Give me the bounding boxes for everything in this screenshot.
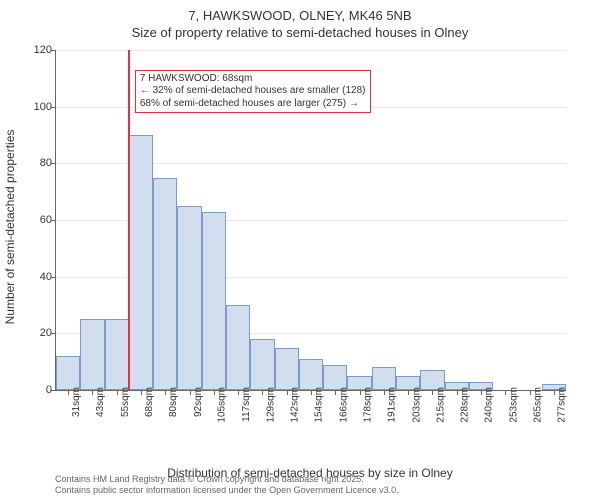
x-tick-label: 55sqm: [120, 387, 131, 417]
histogram-bar: [129, 135, 153, 390]
annotation-box: 7 HAWKSWOOD: 68sqm← 32% of semi-detached…: [135, 70, 371, 114]
x-tick-label: 154sqm: [314, 387, 325, 423]
x-tick-label: 265sqm: [533, 387, 544, 423]
x-tick-mark: [92, 390, 93, 395]
x-tick-label: 43sqm: [95, 387, 106, 417]
x-tick-mark: [190, 390, 191, 395]
histogram-bar: [226, 305, 250, 390]
x-tick-mark: [311, 390, 312, 395]
x-tick-label: 80sqm: [168, 387, 179, 417]
x-tick-mark: [214, 390, 215, 395]
x-tick-label: 117sqm: [241, 387, 252, 422]
x-tick-mark: [287, 390, 288, 395]
histogram-bar: [177, 206, 201, 390]
chart-title: 7, HAWKSWOOD, OLNEY, MK46 5NB: [0, 0, 600, 25]
histogram-bar: [153, 178, 177, 391]
grid-line: [56, 50, 566, 51]
x-tick-label: 92sqm: [193, 387, 204, 417]
x-tick-mark: [68, 390, 69, 395]
histogram-bar: [80, 319, 104, 390]
x-tick-mark: [505, 390, 506, 395]
y-tick-label: 120: [22, 44, 52, 56]
reference-line: [128, 50, 130, 390]
x-tick-mark: [117, 390, 118, 395]
x-tick-mark: [408, 390, 409, 395]
y-tick-label: 100: [22, 101, 52, 113]
histogram-bar: [105, 319, 129, 390]
y-tick-label: 20: [22, 327, 52, 339]
annotation-line: 7 HAWKSWOOD: 68sqm: [140, 73, 366, 86]
x-tick-label: 129sqm: [265, 387, 276, 423]
y-axis-label: Number of semi-detached properties: [3, 130, 17, 325]
chart-subtitle: Size of property relative to semi-detach…: [0, 25, 600, 40]
y-tick-label: 0: [22, 384, 52, 396]
histogram-bar: [299, 359, 323, 390]
x-tick-label: 68sqm: [144, 387, 155, 417]
x-tick-mark: [457, 390, 458, 395]
histogram-bar: [56, 356, 80, 390]
x-tick-label: 228sqm: [460, 387, 471, 423]
x-tick-label: 166sqm: [338, 387, 349, 423]
x-tick-mark: [481, 390, 482, 395]
x-tick-label: 178sqm: [363, 387, 374, 423]
x-tick-label: 105sqm: [217, 387, 228, 423]
x-tick-mark: [165, 390, 166, 395]
x-tick-label: 215sqm: [435, 387, 446, 423]
chart-area: Number of semi-detached properties 02040…: [55, 50, 565, 420]
footer-line-1: Contains HM Land Registry data © Crown c…: [55, 474, 399, 485]
x-tick-mark: [335, 390, 336, 395]
x-tick-mark: [238, 390, 239, 395]
x-tick-label: 240sqm: [484, 387, 495, 423]
x-tick-mark: [262, 390, 263, 395]
footer-line-2: Contains public sector information licen…: [55, 485, 399, 496]
footer-attribution: Contains HM Land Registry data © Crown c…: [55, 474, 399, 496]
histogram-bar: [250, 339, 274, 390]
x-tick-mark: [530, 390, 531, 395]
plot-region: 02040608010012031sqm43sqm55sqm68sqm80sqm…: [55, 50, 566, 391]
x-tick-label: 191sqm: [387, 387, 398, 423]
y-tick-label: 80: [22, 157, 52, 169]
x-tick-label: 31sqm: [71, 387, 82, 417]
x-tick-mark: [360, 390, 361, 395]
annotation-line: ← 32% of semi-detached houses are smalle…: [140, 85, 366, 98]
x-tick-label: 277sqm: [557, 387, 568, 423]
annotation-line: 68% of semi-detached houses are larger (…: [140, 98, 366, 111]
x-tick-mark: [432, 390, 433, 395]
x-tick-label: 253sqm: [508, 387, 519, 423]
x-tick-mark: [384, 390, 385, 395]
x-tick-mark: [141, 390, 142, 395]
histogram-bar: [275, 348, 299, 391]
y-tick-label: 60: [22, 214, 52, 226]
x-tick-mark: [554, 390, 555, 395]
histogram-bar: [202, 212, 226, 391]
y-tick-label: 40: [22, 271, 52, 283]
chart-container: 7, HAWKSWOOD, OLNEY, MK46 5NB Size of pr…: [0, 0, 600, 500]
x-tick-label: 203sqm: [411, 387, 422, 423]
x-tick-label: 142sqm: [290, 387, 301, 423]
